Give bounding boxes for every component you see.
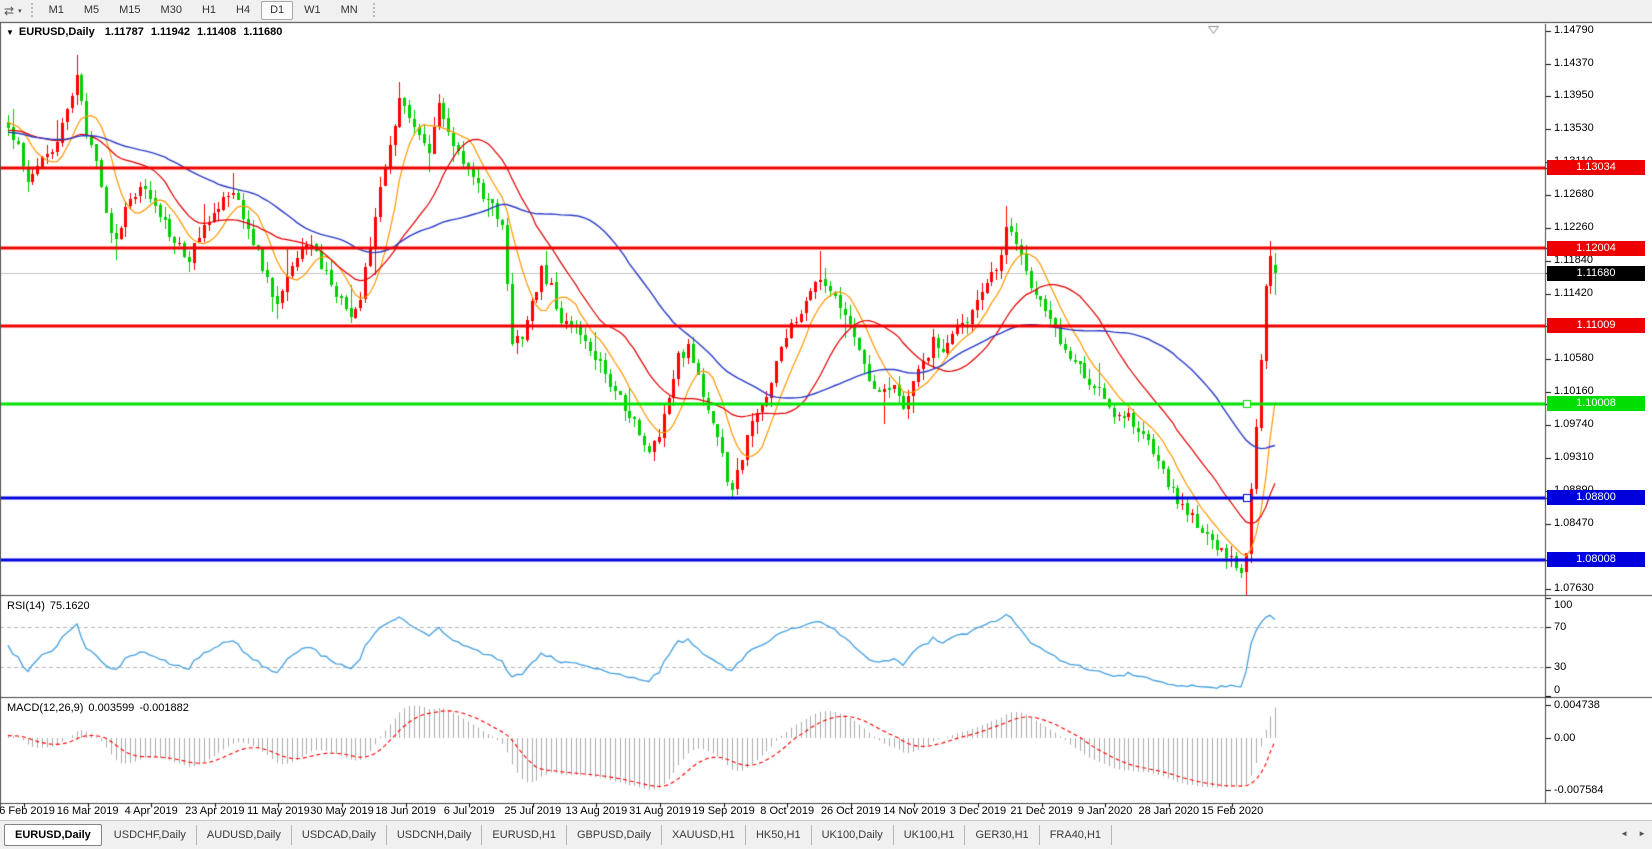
current-price-label: 1.11680 [1547,265,1645,281]
rsi-axis-tick: 0 [1554,684,1561,696]
toolbar-icon-group: ⇄ ▾ [0,5,26,17]
date-axis-label: 14 Nov 2019 [883,805,946,817]
timeframe-button-d1[interactable]: D1 [261,1,294,20]
tab-scroll-right-icon[interactable]: ► [1638,829,1646,838]
tab-xauusd-h1[interactable]: XAUUSD,H1 [662,825,746,845]
toolbar-grip [28,3,36,18]
macd-axis-tick: 0.004738 [1554,699,1600,712]
price-axis-tick: 1.14370 [1554,56,1594,69]
macd-signal-value: -0.001882 [139,702,189,714]
macd-panel-label: MACD(12,26,9) 0.003599 -0.001882 [7,702,194,714]
date-axis-label: 28 Jan 2020 [1138,805,1200,817]
timeframe-buttons: M1 M5 M15 M30 H1 H4 D1 W1 MN [39,0,368,21]
rsi-axis-tick: 70 [1554,621,1567,634]
macd-axis-tick: -0.007584 [1554,784,1604,797]
price-axis-tick: 1.12680 [1554,188,1594,201]
timeframe-button-w1[interactable]: W1 [304,4,321,16]
collapse-chart-icon[interactable]: ▼ [6,27,14,37]
tab-hk50-h1[interactable]: HK50,H1 [746,825,812,845]
tab-uk100-h1[interactable]: UK100,H1 [894,825,966,845]
toolbar-grip-2 [370,3,378,18]
date-axis-label: 21 Dec 2019 [1010,805,1073,817]
tab-usdchf-daily[interactable]: USDCHF,Daily [104,825,197,845]
timeframe-button-h1[interactable]: H1 [201,4,217,16]
date-axis-label: 9 Jan 2020 [1077,805,1133,817]
tab-ger30-h1[interactable]: GER30,H1 [965,825,1040,845]
price-axis-tick: 1.07630 [1554,582,1594,594]
date-axis-label: 25 Jul 2019 [504,805,562,817]
timeframe-button-m5[interactable]: M5 [83,4,100,16]
chart-tabs: EURUSD,Daily USDCHF,Daily AUDUSD,Daily USDC… [0,823,1113,847]
price-chart-canvas[interactable] [0,22,1652,814]
price-axis-tick: 1.08470 [1554,516,1594,529]
price-axis-tick: 1.11420 [1554,286,1593,299]
price-axis-tick: 1.10580 [1554,352,1594,365]
macd-main-value: 0.003599 [88,702,135,714]
tab-fra40-h1[interactable]: FRA40,H1 [1040,825,1113,845]
timeframe-button-h4[interactable]: H4 [236,4,251,16]
chart-title: ▼ EURUSD,Daily 1.11787 1.11942 1.11408 1… [6,26,289,38]
date-axis-label: 26 Feb 2019 [0,805,55,817]
hline-price-label[interactable]: 1.08800 [1547,490,1645,506]
date-axis-label: 30 May 2019 [310,805,374,817]
date-axis-label: 19 Sep 2019 [692,805,755,817]
timeframe-button-m30[interactable]: M30 [160,4,182,16]
date-axis-label: 23 Apr 2019 [185,805,245,817]
rsi-value: 75.1620 [49,600,90,612]
tab-uk100-daily[interactable]: UK100,Daily [812,825,894,845]
hline-price-label[interactable]: 1.12004 [1547,240,1645,256]
price-axis-tick: 1.13950 [1554,89,1594,102]
date-axis-label: 6 Jul 2019 [443,805,495,817]
tab-eurusd-daily[interactable]: EURUSD,Daily [4,824,102,846]
chart-tab-bar: EURUSD,Daily USDCHF,Daily AUDUSD,Daily USDC… [0,820,1652,849]
hline-price-label[interactable]: 1.13034 [1547,160,1645,176]
rsi-axis-tick: 30 [1554,660,1567,673]
date-axis-label: 4 Apr 2019 [124,805,178,817]
timeframe-button-m1[interactable]: M1 [48,4,64,16]
rsi-axis-tick: 100 [1554,599,1573,611]
chart-symbol-label: EURUSD,Daily [18,26,95,38]
tab-usdcnh-daily[interactable]: USDCNH,Daily [387,825,483,845]
timeframe-button-mn[interactable]: MN [340,4,358,16]
date-axis-label: 15 Feb 2020 [1201,805,1264,817]
tab-eurusd-h1[interactable]: EURUSD,H1 [482,825,567,845]
tab-scroll-buttons: ◄ ► [1620,830,1646,838]
tab-scroll-left-icon[interactable]: ◄ [1620,829,1629,838]
dropdown-caret-icon[interactable]: ▾ [18,7,22,15]
high-value: 1.11942 [150,26,191,38]
tab-gbpusd-daily[interactable]: GBPUSD,Daily [567,825,662,845]
date-axis-label: 31 Aug 2019 [629,805,691,817]
price-axis-tick: 1.11840 [1554,253,1593,266]
low-value: 1.11408 [197,26,237,38]
price-axis-tick: 1.14790 [1554,24,1594,36]
hline-price-label[interactable]: 1.08008 [1547,552,1645,568]
price-axis-tick: 1.09740 [1554,417,1594,430]
date-axis-label: 18 Jun 2019 [375,805,436,817]
close-value: 1.11680 [243,26,283,38]
hline-price-label[interactable]: 1.10008 [1547,396,1645,412]
price-axis-tick: 1.12260 [1554,221,1594,234]
date-axis-label: 3 Dec 2019 [949,805,1007,817]
price-axis-tick: 1.10160 [1554,384,1594,397]
chart-symbols-icon[interactable]: ⇄ [4,3,15,18]
price-axis-tick: 1.13530 [1554,122,1594,135]
timeframe-toolbar: ⇄ ▾ M1 M5 M15 M30 H1 H4 D1 W1 MN [0,0,1652,22]
date-axis-label: 11 May 2019 [246,805,310,817]
date-axis-label: 16 Mar 2019 [56,805,119,817]
open-value: 1.11787 [104,26,144,38]
timeframe-button-m15[interactable]: M15 [119,4,141,16]
date-axis-label: 13 Aug 2019 [565,805,628,817]
hline-price-label[interactable]: 1.11009 [1547,318,1645,334]
rsi-name: RSI(14) [7,600,45,612]
date-axis-label: 26 Oct 2019 [820,805,881,817]
macd-axis-tick: 0.00 [1554,732,1576,744]
price-axis-tick: 1.09310 [1554,451,1594,464]
macd-name: MACD(12,26,9) [7,702,84,714]
tab-usdcad-daily[interactable]: USDCAD,Daily [292,825,387,845]
date-axis-label: 8 Oct 2019 [760,805,815,817]
tab-audusd-daily[interactable]: AUDUSD,Daily [197,825,292,845]
rsi-panel-label: RSI(14) 75.1620 [7,600,95,612]
